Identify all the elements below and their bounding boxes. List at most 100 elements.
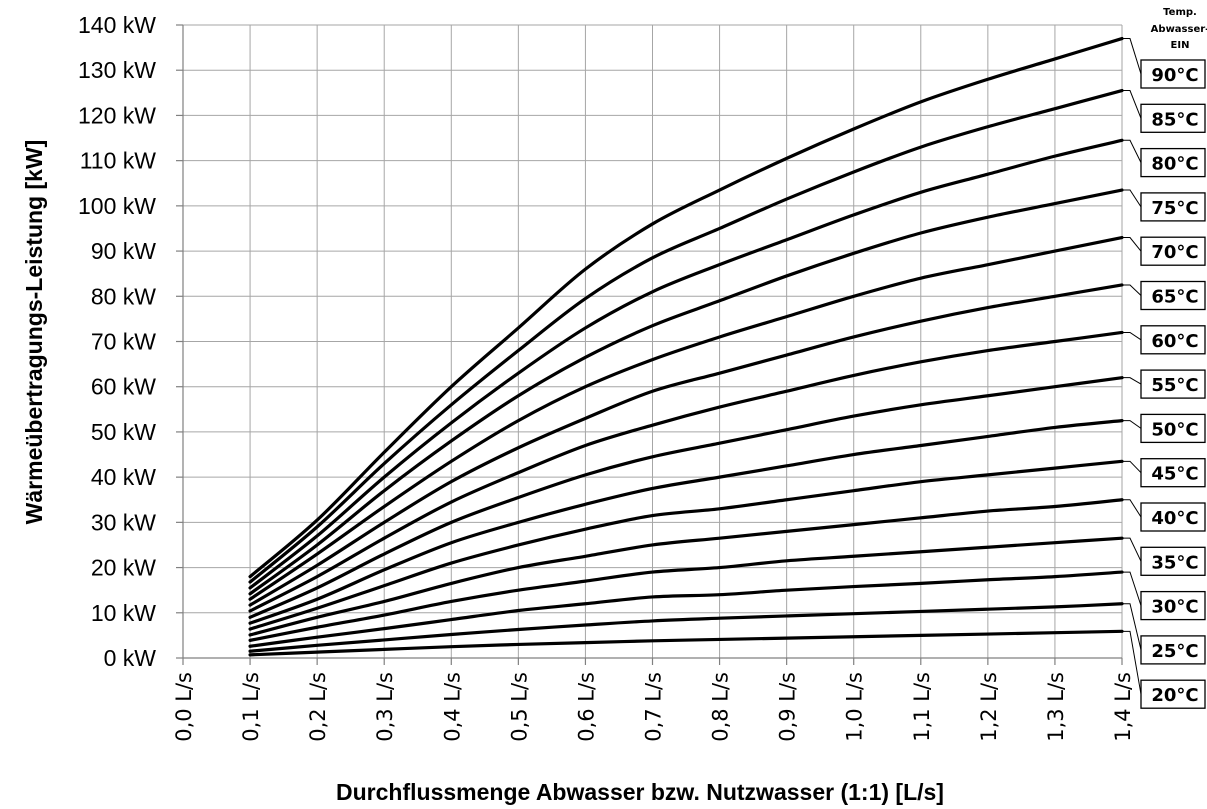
legend-label: 20°C [1151, 685, 1198, 706]
series-line-50c [248, 419, 1124, 625]
x-tick-label: 0,0 L/s [172, 672, 196, 742]
legend-leader-line [1122, 377, 1142, 385]
series-line-25c [248, 602, 1124, 653]
y-tick-label: 20 kW [91, 555, 156, 581]
legend-leader-line [1122, 603, 1142, 651]
series-line-55c [248, 376, 1124, 619]
y-tick-label: 10 kW [91, 600, 156, 626]
legend-label: 55°C [1151, 375, 1198, 396]
legend-label: 75°C [1151, 198, 1198, 219]
series-line-85c [248, 88, 1124, 584]
y-tick-label: 110 kW [80, 148, 157, 174]
legend-label: 60°C [1151, 331, 1198, 352]
legend-title-line: EIN [1171, 40, 1190, 51]
y-tick-label: 0 kW [104, 645, 157, 671]
series-line-70c [248, 235, 1124, 601]
x-tick-label: 1,4 L/s [1111, 672, 1135, 742]
x-tick-label: 0,7 L/s [642, 672, 666, 742]
legend-leader-line [1122, 460, 1142, 474]
y-axis-title: Wärmeübertragungs-Leistung [kW] [21, 140, 47, 525]
legend: Temp. Abwasser- EIN 90°C 85°C 80°C 75°C 70°C… [1122, 7, 1207, 709]
legend-box [1140, 280, 1206, 311]
series-line-30c [248, 570, 1124, 648]
y-tick-label: 70 kW [91, 329, 156, 355]
legend-box [1140, 502, 1206, 532]
y-tick-label: 80 kW [91, 283, 156, 309]
x-tick-label: 0,9 L/s [776, 672, 800, 742]
legend-box [1140, 147, 1206, 178]
x-tick-label: 1,1 L/s [910, 672, 934, 742]
series-line-40c [248, 498, 1124, 637]
x-axis-title: Durchflussmenge Abwasser bzw. Nutzwasser… [336, 779, 944, 805]
x-tick-label: 0,1 L/s [239, 672, 263, 742]
legend-leader-line [1122, 90, 1142, 119]
legend-title-line: Abwasser- [1151, 24, 1207, 35]
legend-box [1140, 546, 1206, 576]
legend-label: 25°C [1151, 641, 1198, 662]
x-tick-label: 0,8 L/s [709, 672, 733, 742]
x-tick-label: 1,0 L/s [843, 672, 867, 742]
legend-leader-line [1122, 38, 1142, 75]
legend-leader-line [1122, 499, 1142, 518]
legend-label: 50°C [1151, 419, 1198, 440]
legend-label: 65°C [1151, 287, 1198, 308]
legend-box [1140, 103, 1206, 133]
y-tick-label: 140 kW [78, 12, 156, 38]
legend-label: 45°C [1151, 464, 1198, 485]
y-tick-label: 40 kW [91, 464, 156, 490]
legend-leader-line [1122, 284, 1142, 296]
legend-leader-line [1122, 571, 1142, 606]
y-tick-label: 30 kW [91, 509, 156, 535]
x-tick-label: 0,6 L/s [574, 672, 598, 742]
legend-label: 30°C [1151, 597, 1198, 618]
legend-label: 90°C [1151, 65, 1198, 86]
y-tick-label: 130 kW [78, 57, 156, 83]
legend-box [1140, 590, 1206, 621]
x-tick-label: 0,5 L/s [507, 672, 531, 742]
series-line-60c [248, 330, 1124, 613]
legend-box [1140, 369, 1206, 399]
legend-box [1140, 325, 1206, 355]
legend-box [1140, 458, 1206, 488]
legend-leader-line [1122, 139, 1142, 163]
grid-layer [183, 24, 1123, 658]
series-layer [248, 36, 1124, 657]
legend-label: 70°C [1151, 242, 1198, 263]
legend-leader-line [1122, 537, 1142, 562]
series-line-80c [248, 138, 1124, 590]
x-tick-label: 0,4 L/s [440, 672, 464, 742]
legend-leader-line [1122, 237, 1142, 252]
y-tick-label: 50 kW [91, 419, 156, 445]
x-tick-label: 0,2 L/s [306, 672, 330, 742]
legend-box [1140, 413, 1206, 444]
legend-box [1140, 635, 1206, 665]
series-line-20c [248, 629, 1124, 657]
axis-layer: 0 kW 10 kW 20 kW 30 kW 40 kW 50 kW 60 kW 70 kW 8… [78, 12, 1135, 742]
legend-box [1140, 59, 1206, 89]
legend-label: 85°C [1151, 109, 1198, 130]
x-tick-label: 1,2 L/s [977, 672, 1001, 742]
legend-box [1140, 236, 1206, 266]
x-tick-label: 0,3 L/s [373, 672, 397, 742]
x-tick-label: 1,3 L/s [1044, 672, 1068, 742]
y-tick-label: 100 kW [78, 193, 156, 219]
y-tick-label: 120 kW [78, 102, 156, 128]
series-line-90c [248, 36, 1124, 579]
series-line-45c [248, 459, 1124, 631]
legend-box [1140, 192, 1206, 222]
legend-title-line: Temp. [1163, 7, 1197, 18]
legend-leader-line [1122, 630, 1142, 695]
y-tick-label: 90 kW [91, 238, 156, 264]
legend-leader-line [1122, 189, 1142, 208]
series-line-35c [248, 536, 1124, 642]
series-line-65c [248, 283, 1124, 607]
series-line-75c [248, 188, 1124, 596]
legend-label: 35°C [1151, 552, 1198, 573]
legend-label: 40°C [1151, 508, 1198, 529]
y-tick-label: 60 kW [91, 374, 156, 400]
legend-leader-line [1122, 420, 1142, 429]
legend-box [1140, 679, 1206, 709]
legend-leader-line [1122, 331, 1142, 341]
legend-label: 80°C [1151, 154, 1198, 175]
